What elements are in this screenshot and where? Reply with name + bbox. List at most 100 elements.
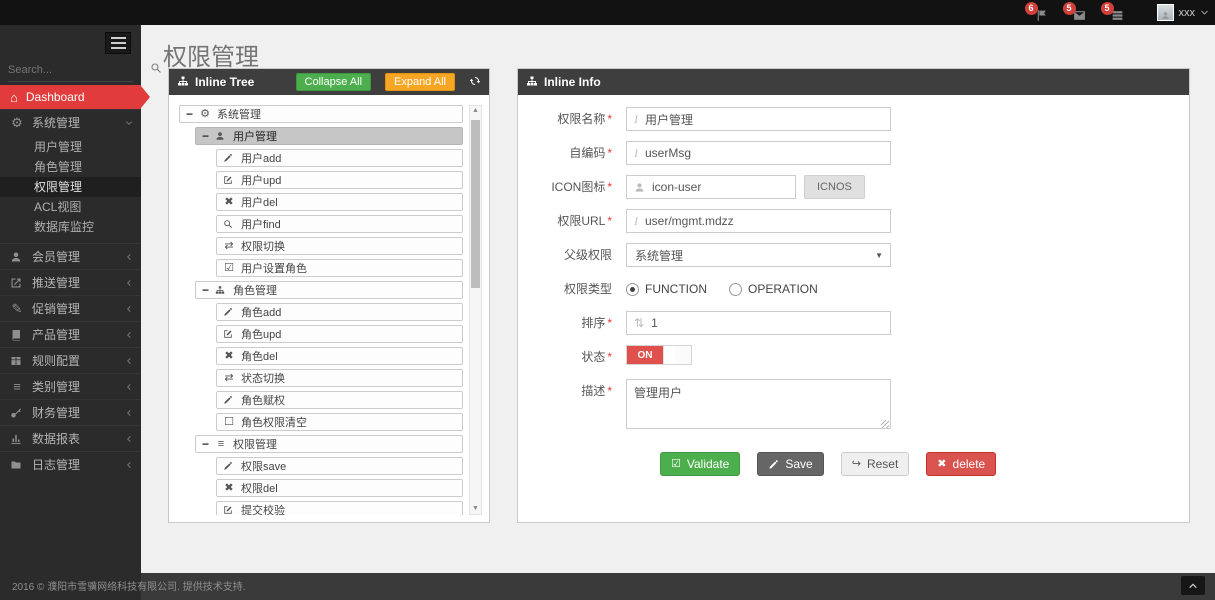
user-menu[interactable]: xxx (1156, 4, 1210, 21)
chevron-left-icon (125, 253, 133, 261)
sidebar-item-推送管理[interactable]: 推送管理 (0, 269, 141, 295)
tree-item-权限管理[interactable]: − ≡ 权限管理 (195, 435, 463, 453)
promo-icon: ✎ (11, 301, 23, 316)
权限URL-input[interactable] (645, 214, 883, 228)
scroll-down-arrow[interactable]: ▼ (472, 505, 479, 512)
collapse-toggle-icon[interactable]: − (186, 107, 194, 121)
ICON图标-input[interactable] (652, 180, 807, 194)
reset-button[interactable]: ↪ Reset (840, 452, 910, 476)
tree-item-用户find[interactable]: 用户find (216, 215, 463, 233)
radio-label: FUNCTION (645, 282, 707, 296)
tree-item-用户add[interactable]: 用户add (216, 149, 463, 167)
chevron-left-icon (125, 331, 133, 339)
sidebar-subitem-权限管理[interactable]: 权限管理 (0, 177, 141, 197)
sidebar-item-财务管理[interactable]: 财务管理 (0, 399, 141, 425)
tree-item-label: 角色upd (241, 329, 282, 341)
permission-form: 权限名称* I 自编码* I ICON图标* ICNOS 权限URL* I 父级权限 系统管理 ▼ 权… (518, 95, 1189, 476)
tree-item-label: 状态切换 (241, 373, 285, 385)
sidebar-subitem-数据库监控[interactable]: 数据库监控 (34, 220, 95, 234)
tree-item-用户del[interactable]: ✖ 用户del (216, 193, 463, 211)
排序-input[interactable] (651, 316, 883, 330)
tree-item-角色权限清空[interactable]: ☐ 角色权限清空 (216, 413, 463, 431)
list-icon: ≡ (217, 437, 225, 450)
tree-item-用户upd[interactable]: 用户upd (216, 171, 463, 189)
tree-item-label: 权限切换 (241, 241, 285, 253)
radio-OPERATION[interactable]: OPERATION (729, 282, 818, 296)
expand-all-button[interactable]: Expand All (385, 73, 455, 91)
envelope-notification-button[interactable]: 5 (1062, 1, 1089, 22)
排序-field[interactable]: ⇅ (626, 311, 891, 335)
toggle-on-label: ON (627, 346, 663, 364)
权限URL-field[interactable]: I (626, 209, 891, 233)
sidebar-subitem-用户管理[interactable]: 用户管理 (34, 140, 83, 154)
form-row-描述: 描述 * (528, 379, 1179, 432)
sidebar-item-产品管理[interactable]: 产品管理 (0, 321, 141, 347)
ICON图标-field[interactable] (626, 175, 807, 199)
sidebar-subitem-ACL视图[interactable]: ACL视图 (34, 200, 82, 214)
tree-item-提交校验[interactable]: 提交校验 (216, 501, 463, 515)
描述-textarea[interactable] (626, 379, 891, 429)
自编码-input[interactable] (645, 146, 883, 160)
tasks-notification-button[interactable]: 5 (1100, 1, 1127, 22)
validate-button[interactable]: ☑ Validate (660, 452, 741, 476)
sort-icon: ⇅ (634, 316, 645, 330)
sidebar-item-dashboard[interactable]: ⌂ Dashboard (0, 85, 150, 109)
tree-item-角色del[interactable]: ✖ 角色del (216, 347, 463, 365)
refresh-icon[interactable] (469, 75, 481, 90)
scroll-up-arrow[interactable]: ▲ (472, 107, 479, 114)
sidebar-item-规则配置[interactable]: 规则配置 (0, 347, 141, 373)
tree-item-角色upd[interactable]: 角色upd (216, 325, 463, 343)
main-content: 权限管理 Inline Tree Collapse All Expand All… (141, 25, 1215, 573)
tree-item-label: 用户upd (241, 175, 282, 187)
scrollbar-thumb[interactable] (471, 120, 480, 288)
delete-button[interactable]: ✖ delete (926, 452, 997, 476)
collapse-toggle-icon[interactable]: − (202, 129, 210, 143)
tree-item-label: 用户设置角色 (241, 263, 307, 275)
tree-icon (526, 75, 538, 87)
sidebar-submenu: 用户管理角色管理权限管理 ACL视图数据库监控 (0, 135, 141, 243)
sidebar-item-类别管理[interactable]: ≡ 类别管理 (0, 373, 141, 399)
collapse-toggle-icon[interactable]: − (202, 283, 210, 297)
save-button[interactable]: Save (757, 452, 824, 476)
search-icon[interactable] (150, 62, 162, 77)
自编码-field[interactable]: I (626, 141, 891, 165)
tree-item-权限切换[interactable]: ⇄ 权限切换 (216, 237, 463, 255)
tree-item-角色赋权[interactable]: 角色赋权 (216, 391, 463, 409)
tree-item-用户设置角色[interactable]: ☑ 用户设置角色 (216, 259, 463, 277)
tree-item-用户管理[interactable]: − 用户管理 (195, 127, 463, 145)
sidebar-item-日志管理[interactable]: 日志管理 (0, 451, 141, 477)
flag-notification-button[interactable]: 6 (1024, 1, 1051, 22)
父级权限-select[interactable]: 系统管理 ▼ (626, 243, 891, 267)
sidebar-subitem-角色管理[interactable]: 角色管理 (34, 160, 83, 174)
sidebar-item-会员管理[interactable]: 会员管理 (0, 243, 141, 269)
tree-item-角色管理[interactable]: − 角色管理 (195, 281, 463, 299)
collapse-all-button[interactable]: Collapse All (295, 73, 372, 91)
状态-toggle[interactable]: ON (626, 345, 692, 365)
icnos-button[interactable]: ICNOS (804, 175, 865, 199)
search-icon (223, 219, 235, 229)
权限名称-field[interactable]: I (626, 107, 891, 131)
sidebar-item-label: 规则配置 (32, 354, 81, 368)
tree-scrollbar[interactable]: ▲ ▼ (469, 105, 482, 515)
push-icon (10, 277, 24, 289)
pencil-icon (223, 395, 235, 405)
required-asterisk: * (607, 146, 612, 160)
back-to-top-button[interactable] (1181, 576, 1205, 595)
sidebar-item-系统管理[interactable]: ⚙ 系统管理 (0, 109, 141, 135)
sitemap-icon (215, 285, 227, 295)
retweet-icon: ⇄ (224, 239, 234, 252)
sidebar-item-数据报表[interactable]: 数据报表 (0, 425, 141, 451)
tree-item-权限save[interactable]: 权限save (216, 457, 463, 475)
权限名称-input[interactable] (645, 112, 883, 126)
collapse-toggle-icon[interactable]: − (202, 437, 210, 451)
tree-item-角色add[interactable]: 角色add (216, 303, 463, 321)
tree-item-状态切换[interactable]: ⇄ 状态切换 (216, 369, 463, 387)
tree-item-权限del[interactable]: ✖ 权限del (216, 479, 463, 497)
menu-toggle-button[interactable] (105, 32, 131, 54)
inline-tree-header: Inline Tree Collapse All Expand All (169, 69, 489, 95)
sidebar-item-促销管理[interactable]: ✎ 促销管理 (0, 295, 141, 321)
radio-FUNCTION[interactable]: FUNCTION (626, 282, 707, 296)
envelope-icon (1073, 9, 1086, 22)
search-input[interactable] (8, 63, 150, 76)
tree-item-系统管理[interactable]: − ⚙ 系统管理 (179, 105, 463, 123)
